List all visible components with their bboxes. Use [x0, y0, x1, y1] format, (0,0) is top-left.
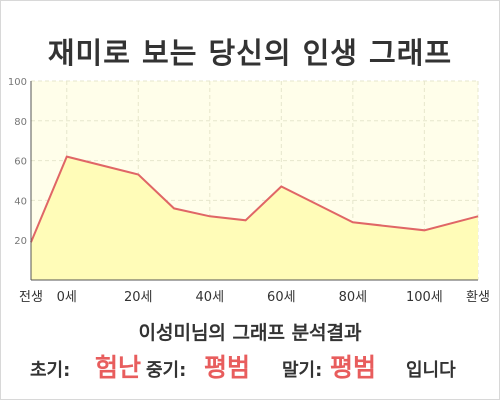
early-value: 험난 — [95, 353, 142, 382]
series-area — [31, 156, 478, 280]
x-tick-label: 60세 — [267, 290, 296, 305]
x-tick-label: 40세 — [196, 290, 225, 305]
middle-value: 평범 — [204, 353, 251, 382]
x-axis-ticks: 전생 0세 20세 40세 60세 80세 100세 환생 — [19, 290, 490, 305]
x-tick-label: 100세 — [406, 290, 443, 305]
x-tick-label: 80세 — [339, 290, 368, 305]
late-value: 평범 — [330, 353, 377, 382]
x-tick-label: 20세 — [124, 290, 153, 305]
y-tick-label: 80 — [14, 117, 27, 128]
x-tick-label: 전생 — [19, 290, 43, 305]
x-tick-label: 환생 — [466, 290, 490, 305]
y-tick-label: 60 — [14, 157, 27, 168]
axes — [30, 81, 478, 281]
y-tick-label: 100 — [8, 77, 27, 88]
y-axis-ticks: 20 40 60 80 100 — [8, 77, 27, 247]
series-line — [30, 155, 479, 243]
analysis-verdict: 초기: 험난 중기: 평범 말기: 평범 입니다 — [0, 344, 500, 384]
page-title: 재미로 보는 당신의 인생 그래프 — [47, 36, 453, 70]
early-label: 초기: — [30, 360, 71, 381]
analysis-heading: 이성미님의 그래프 분석결과 — [138, 322, 362, 344]
late-label: 말기: — [282, 360, 323, 381]
x-tick-label: 0세 — [57, 290, 77, 305]
y-tick-label: 20 — [14, 236, 27, 247]
middle-label: 중기: — [146, 360, 187, 381]
ending-text: 입니다 — [406, 360, 456, 381]
y-tick-label: 40 — [14, 196, 27, 207]
